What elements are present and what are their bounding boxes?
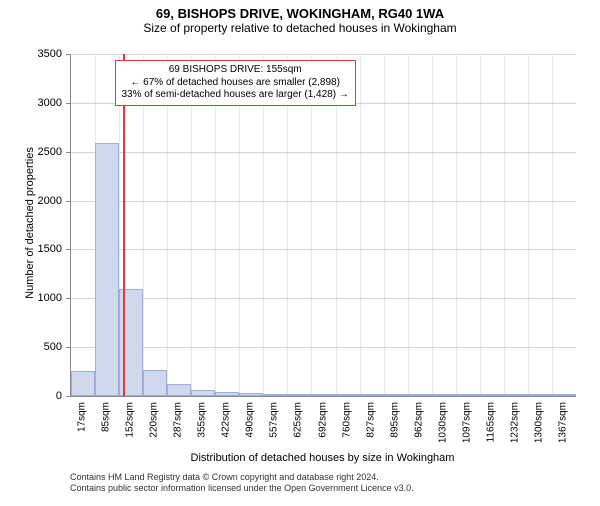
y-tick-label: 2500 (30, 146, 62, 158)
grid-v (408, 54, 409, 396)
x-tick-label: 692sqm (317, 402, 328, 438)
histogram-bar (528, 394, 552, 396)
x-tick-label: 152sqm (125, 402, 136, 438)
footer-line-2: Contains public sector information licen… (70, 483, 414, 494)
histogram-bar (143, 370, 167, 396)
y-tick-mark (66, 54, 70, 55)
chart-title-sub: Size of property relative to detached ho… (0, 21, 600, 35)
x-tick-label: 287sqm (173, 402, 184, 438)
x-tick-label: 490sqm (245, 402, 256, 438)
grid-h (71, 347, 576, 348)
histogram-bar (408, 394, 432, 396)
x-tick-label: 962sqm (413, 402, 424, 438)
y-tick-mark (66, 298, 70, 299)
y-tick-label: 1000 (30, 292, 62, 304)
annotation-line: ← 67% of detached houses are smaller (2,… (122, 77, 349, 90)
annotation-line: 33% of semi-detached houses are larger (… (122, 89, 349, 102)
histogram-bar (504, 394, 528, 396)
grid-v (528, 54, 529, 396)
histogram-bar (360, 394, 384, 396)
y-tick-mark (66, 249, 70, 250)
x-tick-label: 625sqm (293, 402, 304, 438)
histogram-bar (480, 394, 504, 396)
histogram-bar (287, 394, 311, 396)
x-tick-label: 1232sqm (509, 402, 520, 443)
x-tick-label: 220sqm (149, 402, 160, 438)
histogram-bar (432, 394, 456, 396)
x-tick-label: 760sqm (341, 402, 352, 438)
histogram-bar (336, 394, 360, 396)
y-tick-mark (66, 152, 70, 153)
grid-h (71, 54, 576, 55)
x-tick-label: 355sqm (197, 402, 208, 438)
x-tick-label: 85sqm (101, 402, 112, 432)
annotation-box: 69 BISHOPS DRIVE: 155sqm← 67% of detache… (115, 60, 356, 106)
footer-line-1: Contains HM Land Registry data © Crown c… (70, 472, 414, 483)
grid-v (480, 54, 481, 396)
y-tick-mark (66, 347, 70, 348)
x-tick-label: 1097sqm (461, 402, 472, 443)
histogram-bar (263, 394, 287, 396)
x-axis-label: Distribution of detached houses by size … (70, 452, 575, 464)
y-tick-label: 3000 (30, 97, 62, 109)
histogram-bar (95, 143, 119, 396)
grid-v (432, 54, 433, 396)
x-tick-label: 17sqm (77, 402, 88, 432)
histogram-bar (311, 394, 335, 396)
y-tick-label: 3500 (30, 48, 62, 60)
y-tick-mark (66, 201, 70, 202)
x-tick-label: 895sqm (389, 402, 400, 438)
x-tick-label: 1165sqm (485, 402, 496, 442)
annotation-line: 69 BISHOPS DRIVE: 155sqm (122, 64, 349, 77)
grid-h (71, 249, 576, 250)
grid-h (71, 201, 576, 202)
histogram-bar (456, 394, 480, 396)
grid-h (71, 298, 576, 299)
x-tick-label: 827sqm (365, 402, 376, 438)
grid-v (384, 54, 385, 396)
x-tick-label: 1367sqm (557, 402, 568, 443)
x-tick-label: 1030sqm (437, 402, 448, 443)
grid-v (456, 54, 457, 396)
plot-area: 69 BISHOPS DRIVE: 155sqm← 67% of detache… (70, 54, 576, 397)
x-tick-label: 557sqm (269, 402, 280, 438)
y-tick-label: 500 (30, 341, 62, 353)
histogram-bar (239, 393, 263, 396)
y-tick-label: 1500 (30, 243, 62, 255)
footer-text: Contains HM Land Registry data © Crown c… (70, 472, 414, 494)
histogram-bar (71, 371, 95, 396)
grid-v (504, 54, 505, 396)
grid-v (552, 54, 553, 396)
y-tick-label: 0 (30, 390, 62, 402)
histogram-bar (552, 394, 576, 396)
y-axis-label: Number of detached properties (24, 133, 36, 313)
y-tick-mark (66, 396, 70, 397)
x-tick-label: 422sqm (221, 402, 232, 438)
histogram-bar (384, 394, 408, 396)
histogram-bar (215, 392, 239, 396)
grid-h (71, 152, 576, 153)
histogram-bar (167, 384, 191, 396)
grid-v (360, 54, 361, 396)
histogram-bar (191, 390, 215, 396)
y-tick-label: 2000 (30, 195, 62, 207)
x-tick-label: 1300sqm (533, 402, 544, 443)
y-tick-mark (66, 103, 70, 104)
chart-title-main: 69, BISHOPS DRIVE, WOKINGHAM, RG40 1WA (0, 6, 600, 21)
